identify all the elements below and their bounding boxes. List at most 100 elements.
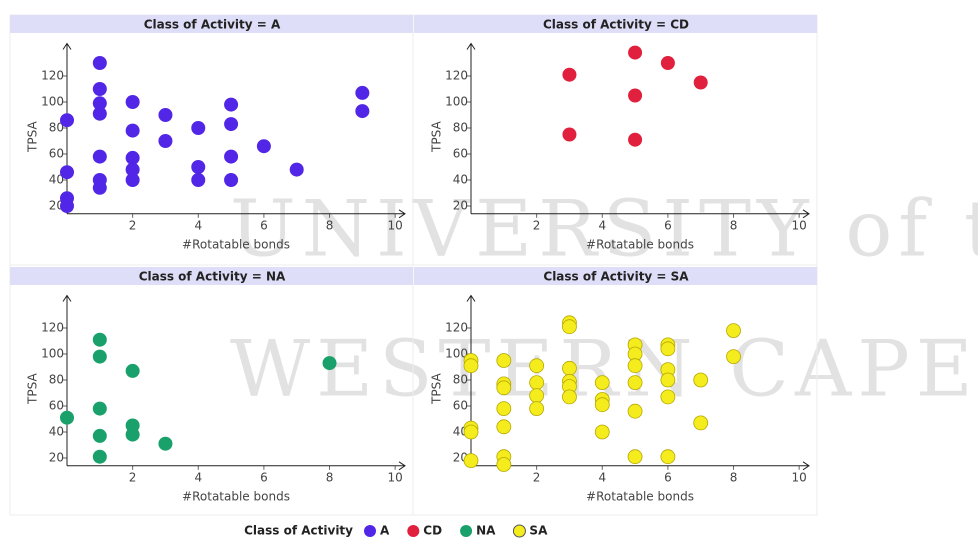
legend-title: Class of Activity xyxy=(244,524,353,538)
y-tick-label: 80 xyxy=(453,373,468,387)
point xyxy=(497,381,511,395)
x-tick-label: 2 xyxy=(533,470,541,484)
legend-label: A xyxy=(380,524,390,538)
point xyxy=(661,450,675,464)
point xyxy=(497,420,511,434)
point xyxy=(727,324,741,338)
x-tick-label: 10 xyxy=(388,218,403,232)
point xyxy=(464,425,478,439)
point xyxy=(93,429,107,443)
point xyxy=(158,108,172,122)
y-tick-label: 60 xyxy=(49,147,64,161)
point xyxy=(126,173,140,187)
point xyxy=(93,350,107,364)
x-axis xyxy=(471,462,809,470)
point xyxy=(530,376,544,390)
x-tick-label: 10 xyxy=(792,218,807,232)
x-tick-label: 4 xyxy=(194,218,202,232)
point xyxy=(595,398,609,412)
point xyxy=(191,160,205,174)
point xyxy=(93,82,107,96)
point xyxy=(158,437,172,451)
x-tick-label: 10 xyxy=(792,470,807,484)
legend-label: SA xyxy=(529,524,548,538)
point xyxy=(93,56,107,70)
point xyxy=(126,95,140,109)
legend-marker xyxy=(364,525,376,537)
point xyxy=(694,373,708,387)
point xyxy=(93,450,107,464)
x-tick-label: 8 xyxy=(730,470,738,484)
point xyxy=(126,364,140,378)
point xyxy=(497,402,511,416)
point xyxy=(93,150,107,164)
facet-title: Class of Activity = SA xyxy=(543,270,689,284)
point xyxy=(497,458,511,472)
point xyxy=(530,402,544,416)
point xyxy=(562,68,576,82)
x-tick-label: 8 xyxy=(326,470,334,484)
point xyxy=(595,425,609,439)
point xyxy=(60,411,74,425)
point xyxy=(126,428,140,442)
y-tick-label: 20 xyxy=(453,199,468,213)
chart: UNIVERSITY of the WESTERN CAPE Class of … xyxy=(0,0,978,538)
x-tick-label: 4 xyxy=(598,218,606,232)
point xyxy=(661,56,675,70)
point xyxy=(661,390,675,404)
point xyxy=(530,389,544,403)
point xyxy=(562,361,576,375)
point xyxy=(628,359,642,373)
point xyxy=(355,104,369,118)
y-tick-label: 100 xyxy=(445,95,468,109)
point xyxy=(93,402,107,416)
point xyxy=(93,181,107,195)
y-tick-label: 60 xyxy=(453,399,468,413)
y-axis-label: TPSA xyxy=(26,373,40,405)
x-tick-label: 6 xyxy=(260,218,268,232)
x-tick-label: 4 xyxy=(598,470,606,484)
legend-label: NA xyxy=(476,524,496,538)
point xyxy=(562,320,576,334)
y-axis xyxy=(63,44,71,214)
point xyxy=(727,350,741,364)
x-tick-label: 2 xyxy=(129,218,137,232)
y-tick-label: 60 xyxy=(49,399,64,413)
point xyxy=(628,46,642,60)
x-tick-label: 8 xyxy=(326,218,334,232)
point xyxy=(628,404,642,418)
point xyxy=(126,124,140,138)
point xyxy=(628,450,642,464)
point xyxy=(158,134,172,148)
point xyxy=(694,416,708,430)
y-axis-label: TPSA xyxy=(430,121,444,153)
point xyxy=(60,199,74,213)
y-tick-label: 20 xyxy=(49,451,64,465)
legend-marker xyxy=(513,525,525,537)
x-tick-label: 2 xyxy=(533,218,541,232)
legend-marker xyxy=(460,525,472,537)
y-axis-label: TPSA xyxy=(26,121,40,153)
point xyxy=(562,128,576,142)
y-tick-label: 120 xyxy=(445,69,468,83)
point xyxy=(497,354,511,368)
point xyxy=(93,107,107,121)
point xyxy=(257,139,271,153)
y-tick-label: 80 xyxy=(49,373,64,387)
point xyxy=(628,376,642,390)
y-tick-label: 120 xyxy=(41,69,64,83)
facet-title: Class of Activity = CD xyxy=(543,18,689,32)
x-axis xyxy=(67,462,405,470)
legend-label: CD xyxy=(423,524,442,538)
point xyxy=(530,359,544,373)
y-axis xyxy=(63,296,71,466)
y-tick-label: 100 xyxy=(41,95,64,109)
x-tick-label: 4 xyxy=(194,470,202,484)
point xyxy=(464,359,478,373)
point xyxy=(60,165,74,179)
point xyxy=(694,76,708,90)
point xyxy=(224,98,238,112)
point xyxy=(464,454,478,468)
point xyxy=(191,173,205,187)
point xyxy=(224,117,238,131)
